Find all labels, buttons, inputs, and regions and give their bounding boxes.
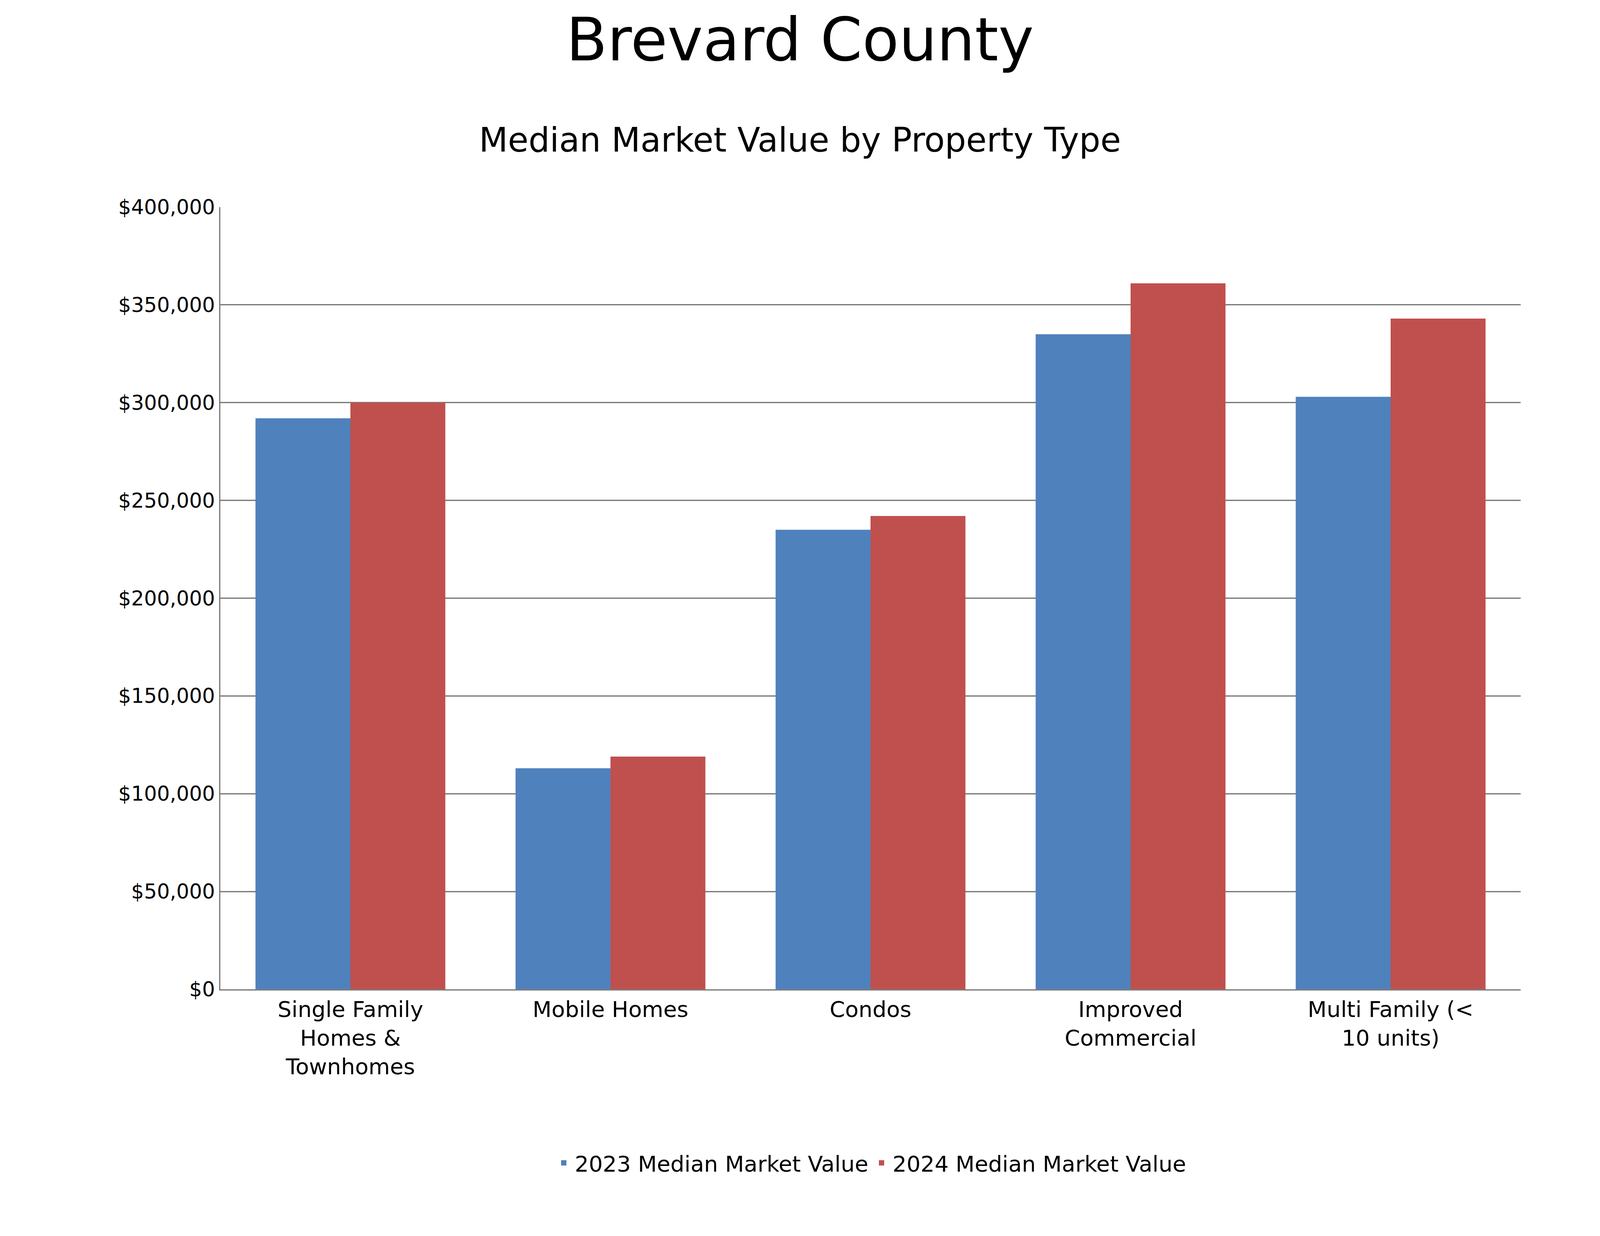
svg-text:$200,000: $200,000 [118, 586, 216, 611]
svg-text:ImprovedCommercial: ImprovedCommercial [1064, 997, 1197, 1052]
svg-text:$100,000: $100,000 [118, 781, 216, 806]
svg-text:2023 Median Market Value: 2023 Median Market Value [574, 1151, 869, 1178]
svg-text:$150,000: $150,000 [118, 684, 216, 708]
svg-text:2024 Median Market Value: 2024 Median Market Value [892, 1151, 1187, 1178]
svg-text:$50,000: $50,000 [131, 879, 216, 904]
svg-text:Median Market Value by Propert: Median Market Value by Property Type [479, 120, 1122, 160]
svg-text:Multi Family (<10 units): Multi Family (<10 units) [1307, 997, 1474, 1052]
svg-text:Single FamilyHomes &Townhomes: Single FamilyHomes &Townhomes [277, 997, 424, 1080]
svg-text:Condos: Condos [829, 997, 912, 1023]
svg-text:Brevard County: Brevard County [565, 4, 1034, 75]
svg-text:$250,000: $250,000 [118, 488, 216, 513]
svg-text:$300,000: $300,000 [118, 390, 216, 415]
svg-text:$400,000: $400,000 [118, 195, 216, 220]
svg-text:Mobile Homes: Mobile Homes [532, 997, 689, 1023]
svg-text:$0: $0 [189, 977, 216, 1002]
svg-text:$350,000: $350,000 [118, 293, 216, 317]
